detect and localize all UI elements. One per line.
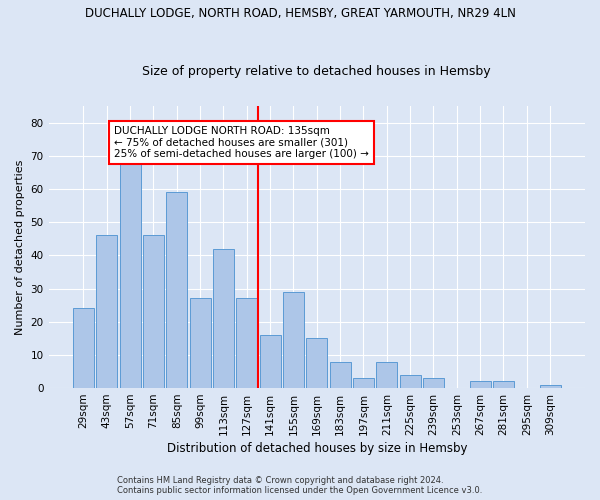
Bar [306, 338, 327, 388]
Bar [376, 362, 397, 388]
Bar [470, 382, 491, 388]
Text: Contains HM Land Registry data © Crown copyright and database right 2024.
Contai: Contains HM Land Registry data © Crown c… [118, 476, 482, 495]
Bar [96, 236, 117, 388]
Title: Size of property relative to detached houses in Hemsby: Size of property relative to detached ho… [142, 66, 491, 78]
Bar [166, 192, 187, 388]
Bar [283, 292, 304, 388]
Bar [400, 375, 421, 388]
Bar [423, 378, 444, 388]
Bar [213, 248, 234, 388]
X-axis label: Distribution of detached houses by size in Hemsby: Distribution of detached houses by size … [167, 442, 467, 455]
Bar [190, 298, 211, 388]
Y-axis label: Number of detached properties: Number of detached properties [15, 160, 25, 334]
Bar [236, 298, 257, 388]
Bar [73, 308, 94, 388]
Bar [119, 162, 140, 388]
Bar [539, 385, 560, 388]
Text: DUCHALLY LODGE, NORTH ROAD, HEMSBY, GREAT YARMOUTH, NR29 4LN: DUCHALLY LODGE, NORTH ROAD, HEMSBY, GREA… [85, 8, 515, 20]
Bar [353, 378, 374, 388]
Text: DUCHALLY LODGE NORTH ROAD: 135sqm
← 75% of detached houses are smaller (301)
25%: DUCHALLY LODGE NORTH ROAD: 135sqm ← 75% … [114, 126, 368, 159]
Bar [493, 382, 514, 388]
Bar [143, 236, 164, 388]
Bar [260, 335, 281, 388]
Bar [329, 362, 350, 388]
